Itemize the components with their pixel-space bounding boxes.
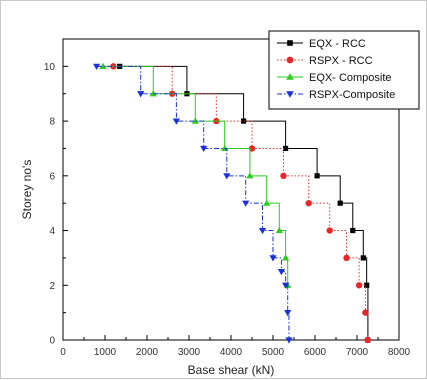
legend-box [268,30,420,110]
series-rspx-rcc [110,63,371,344]
triangle-down-marker [285,337,293,344]
y-tick-label: 2 [49,281,55,292]
triangle-up-marker [282,254,290,261]
triangle-down-marker [93,63,101,70]
x-tick-label: 4000 [220,347,243,358]
series-line [102,65,289,286]
circle-marker [280,172,287,180]
legend-item: RSPX-Composite [277,89,395,101]
x-tick-label: 5000 [262,347,285,358]
legend-item: EQX- Composite [277,72,392,84]
square-marker [360,255,366,261]
legend: EQX - RCC RSPX - RCC EQX- Composite RSPX-Co… [268,30,420,110]
x-tick-label: 6000 [304,347,327,358]
x-axis-title: Base shear (kN) [188,363,275,377]
series-layer [93,62,371,344]
triangle-down-marker [258,227,267,235]
triangle-down-marker [282,282,290,289]
x-tick-label: 7000 [346,347,369,358]
triangle-up-marker [275,226,283,234]
circle-marker [355,282,363,289]
triangle-up-marker [286,73,294,80]
x-tick-label: 2000 [136,347,159,358]
legend-label: EQX- Composite [309,72,392,84]
square-marker [314,173,320,179]
series-line [119,65,369,340]
triangle-down-marker [277,268,285,276]
circle-marker [362,309,369,316]
square-marker [241,118,247,124]
square-marker [337,200,343,206]
axes-layer: 0 1000 2000 3000 4000 5000 6000 7000 8000 0 2 4 6 8 10 [44,38,411,358]
square-marker [283,145,289,152]
x-tick-label: 3000 [178,347,201,358]
circle-marker [305,199,312,207]
square-marker [350,227,356,234]
triangle-up-marker [246,172,254,179]
circle-marker [286,56,294,64]
square-marker [287,40,293,46]
legend-item: RSPX - RCC [277,55,373,67]
triangle-down-marker [223,173,231,180]
y-axis-title: Storey no's [20,160,34,220]
circle-marker [343,254,350,262]
triangle-up-marker [191,117,199,124]
legend-label: RSPX-Composite [309,89,395,101]
square-marker [364,282,370,288]
y-tick-label: 0 [49,336,55,347]
triangle-up-marker [99,62,107,69]
x-tick-label: 0 [60,347,66,358]
series-rspx-composite [93,63,293,344]
x-tick-label: 8000 [388,347,411,358]
legend-label: EQX - RCC [309,38,366,50]
y-tick-label: 8 [49,117,55,128]
triangle-down-marker [200,145,208,153]
triangle-down-marker [284,310,292,317]
y-tick-label: 4 [49,226,55,237]
series-line [96,65,290,340]
triangle-down-marker [286,91,294,98]
triangle-up-marker [263,199,271,206]
triangle-down-marker [137,91,145,98]
triangle-down-marker [242,200,250,207]
legend-item: EQX - RCC [277,38,366,50]
circle-marker [326,227,333,234]
triangle-down-marker [172,118,180,125]
triangle-down-marker [269,255,277,262]
y-tick-label: 6 [49,171,55,182]
legend-label: RSPX - RCC [309,55,373,67]
series-eqx-composite [99,62,292,288]
y-tick-label: 10 [44,62,56,73]
circle-marker [364,336,371,344]
x-tick-label: 1000 [94,347,117,358]
